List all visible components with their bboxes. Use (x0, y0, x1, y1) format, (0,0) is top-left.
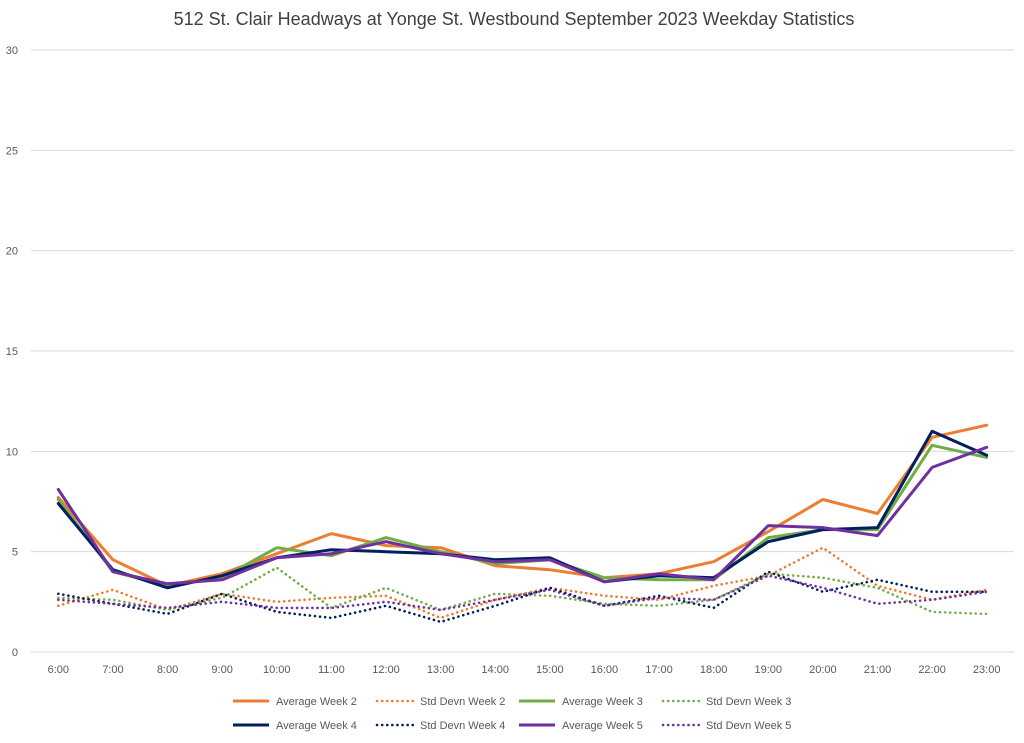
y-tick-label: 30 (6, 45, 18, 57)
y-tick-label: 5 (12, 547, 18, 559)
legend-label: Average Week 3 (562, 696, 643, 708)
legend-entry: Std Devn Week 4 (375, 720, 505, 732)
series-line (56, 570, 989, 624)
y-tick-label: 0 (12, 647, 18, 659)
x-tick-label: 11:00 (318, 664, 345, 676)
legend-label: Std Devn Week 4 (420, 720, 505, 732)
legend-entry: Std Devn Week 3 (661, 696, 791, 708)
legend: Average Week 2 Std Devn Week 2 Average Wee… (233, 696, 791, 732)
x-tick-label: 20:00 (809, 664, 837, 676)
x-tick-label: 6:00 (48, 664, 69, 676)
legend-entry: Std Devn Week 5 (661, 720, 791, 732)
x-tick-label: 17:00 (645, 664, 673, 676)
legend-label: Average Week 4 (276, 720, 357, 732)
legend-entry: Average Week 2 (233, 696, 357, 708)
legend-label: Std Devn Week 3 (706, 696, 791, 708)
y-tick-label: 15 (6, 346, 18, 358)
y-tick-label: 25 (6, 145, 18, 157)
legend-label: Average Week 5 (562, 720, 643, 732)
gridlines (31, 49, 1014, 653)
legend-entry: Average Week 5 (519, 720, 643, 732)
x-tick-label: 22:00 (918, 664, 946, 676)
x-tick-label: 8:00 (157, 664, 178, 676)
legend-entry: Average Week 4 (233, 720, 357, 732)
x-tick-label: 23:00 (973, 664, 1001, 676)
x-tick-label: 19:00 (754, 664, 782, 676)
x-tick-label: 18:00 (700, 664, 728, 676)
series-line (56, 566, 989, 616)
x-tick-label: 13:00 (427, 664, 455, 676)
x-tick-label: 15:00 (536, 664, 564, 676)
legend-entry: Std Devn Week 2 (375, 696, 505, 708)
series-line (56, 445, 989, 586)
series-line (56, 546, 989, 620)
legend-label: Std Devn Week 2 (420, 696, 505, 708)
y-tick-label: 20 (6, 246, 18, 258)
x-tick-label: 12:00 (372, 664, 400, 676)
x-tick-label: 21:00 (864, 664, 892, 676)
legend-entry: Average Week 3 (519, 696, 643, 708)
x-tick-label: 7:00 (102, 664, 123, 676)
series-lines (56, 423, 989, 624)
x-axis-ticks: 6:00 7:00 8:00 9:00 10:00 11:00 12:00 13:00 14:0… (48, 664, 1001, 676)
legend-label: Average Week 2 (276, 696, 357, 708)
y-tick-label: 10 (6, 446, 18, 458)
x-tick-label: 14:00 (481, 664, 509, 676)
x-tick-label: 10:00 (263, 664, 291, 676)
y-axis-ticks: 0 5 10 15 20 25 30 (6, 45, 18, 659)
series-line (56, 423, 989, 588)
chart-title: 512 St. Clair Headways at Yonge St. West… (174, 9, 855, 29)
legend-label: Std Devn Week 5 (706, 720, 791, 732)
x-tick-label: 16:00 (591, 664, 619, 676)
x-tick-label: 9:00 (211, 664, 232, 676)
